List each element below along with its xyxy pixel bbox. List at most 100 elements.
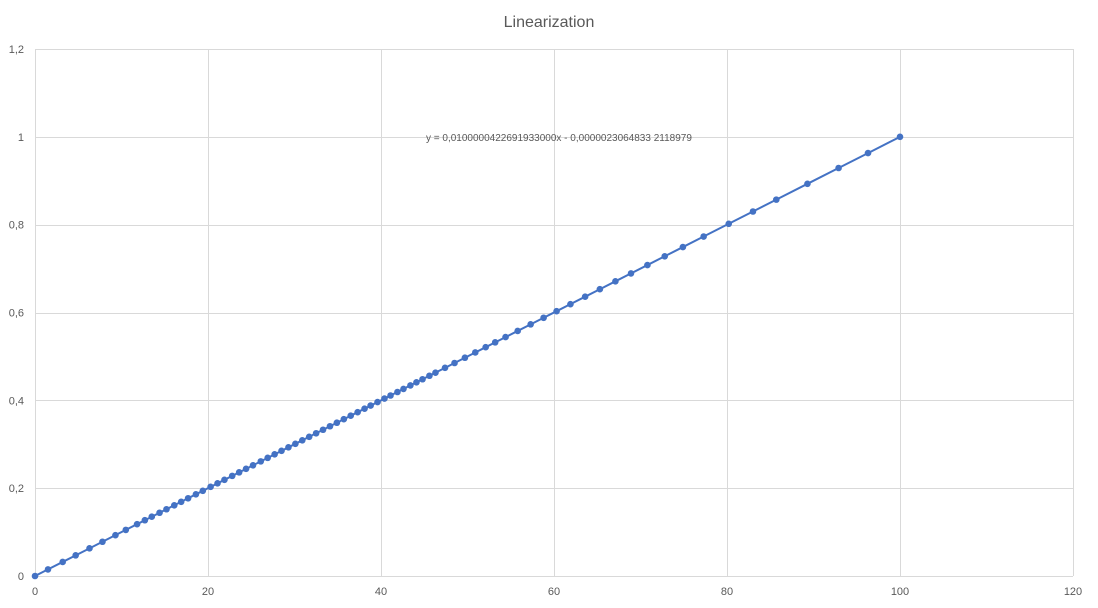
y-tick-label: 1,2 xyxy=(9,44,24,56)
data-point xyxy=(271,451,278,458)
data-point xyxy=(326,422,334,430)
data-point xyxy=(596,285,604,293)
axes xyxy=(35,49,1073,577)
data-point xyxy=(312,429,320,437)
data-point xyxy=(133,520,141,528)
data-point xyxy=(192,491,200,498)
data-point xyxy=(163,505,170,513)
data-point xyxy=(319,426,327,434)
data-point xyxy=(214,480,221,487)
chart-title: Linearization xyxy=(504,14,595,31)
data-point xyxy=(700,233,707,240)
data-point xyxy=(122,526,130,534)
data-point xyxy=(502,333,509,341)
data-point xyxy=(177,498,185,506)
y-tick-label: 1 xyxy=(18,132,24,144)
data-point xyxy=(581,293,589,300)
data-point xyxy=(804,180,811,188)
x-tick-label: 60 xyxy=(548,586,560,598)
data-point xyxy=(184,494,192,502)
data-point xyxy=(199,487,207,495)
data-point xyxy=(347,412,355,420)
data-series xyxy=(31,133,904,580)
data-point xyxy=(749,208,757,215)
data-point xyxy=(400,385,407,393)
data-point xyxy=(86,545,93,552)
tick-labels: 0 20 40 60 80 100 120 0 0,2 0,4 0,6 0,8 1 1,2 xyxy=(9,44,1082,598)
data-point xyxy=(461,354,469,362)
data-point xyxy=(340,415,348,423)
x-tick-label: 120 xyxy=(1064,586,1082,598)
data-point xyxy=(141,516,149,524)
x-tick-label: 40 xyxy=(375,586,387,598)
data-point xyxy=(644,261,651,269)
data-point xyxy=(285,444,292,451)
y-tick-label: 0,4 xyxy=(9,395,24,407)
data-point xyxy=(305,433,313,441)
data-point xyxy=(235,469,243,476)
data-point xyxy=(333,419,341,427)
data-point xyxy=(441,364,449,372)
trendline-equation: y = 0,0100000422691933000x - 0,000002306… xyxy=(426,133,692,144)
data-point xyxy=(292,440,299,448)
data-point xyxy=(249,462,257,469)
data-point xyxy=(419,375,426,383)
data-point xyxy=(567,300,574,308)
data-point xyxy=(170,501,178,509)
data-point xyxy=(242,465,250,473)
x-tick-label: 80 xyxy=(721,586,733,598)
data-point xyxy=(264,454,271,462)
data-point xyxy=(553,307,560,315)
data-point xyxy=(514,327,521,335)
data-point xyxy=(394,388,401,396)
data-point xyxy=(896,133,904,141)
data-point xyxy=(354,408,361,416)
x-tick-label: 100 xyxy=(891,586,909,598)
y-tick-label: 0,8 xyxy=(9,220,24,232)
x-tick-label: 0 xyxy=(32,586,38,598)
data-point xyxy=(432,369,439,376)
data-point xyxy=(44,566,52,573)
data-point xyxy=(471,349,479,356)
data-point xyxy=(627,270,635,277)
data-point xyxy=(426,372,433,380)
data-point xyxy=(413,379,420,386)
data-point xyxy=(612,278,619,285)
y-tick-label: 0 xyxy=(18,571,24,583)
y-tick-label: 0,2 xyxy=(9,483,24,495)
x-tick-label: 20 xyxy=(202,586,214,598)
data-point xyxy=(540,314,547,322)
data-point xyxy=(207,483,214,491)
data-point xyxy=(298,437,306,444)
data-point xyxy=(679,243,687,251)
data-point xyxy=(278,447,285,455)
data-point xyxy=(381,395,388,402)
data-point xyxy=(725,220,733,228)
data-point xyxy=(72,552,79,559)
data-point xyxy=(99,538,106,546)
y-tick-label: 0,6 xyxy=(9,308,24,320)
data-point xyxy=(31,572,39,580)
data-point xyxy=(387,392,394,399)
data-point xyxy=(367,402,374,409)
data-point xyxy=(148,513,156,521)
data-point xyxy=(221,476,228,484)
data-point xyxy=(864,149,872,157)
data-point xyxy=(59,558,66,566)
data-point xyxy=(835,164,842,172)
data-point xyxy=(773,196,780,203)
data-point xyxy=(407,382,414,389)
data-point xyxy=(527,321,534,328)
data-point xyxy=(451,359,458,367)
data-point xyxy=(156,509,163,517)
data-point xyxy=(228,472,236,480)
data-point xyxy=(361,405,368,412)
data-point xyxy=(482,343,489,351)
data-point xyxy=(491,339,499,346)
data-point xyxy=(112,531,119,539)
data-point xyxy=(374,398,381,406)
data-point xyxy=(661,252,669,260)
data-point xyxy=(257,458,265,465)
